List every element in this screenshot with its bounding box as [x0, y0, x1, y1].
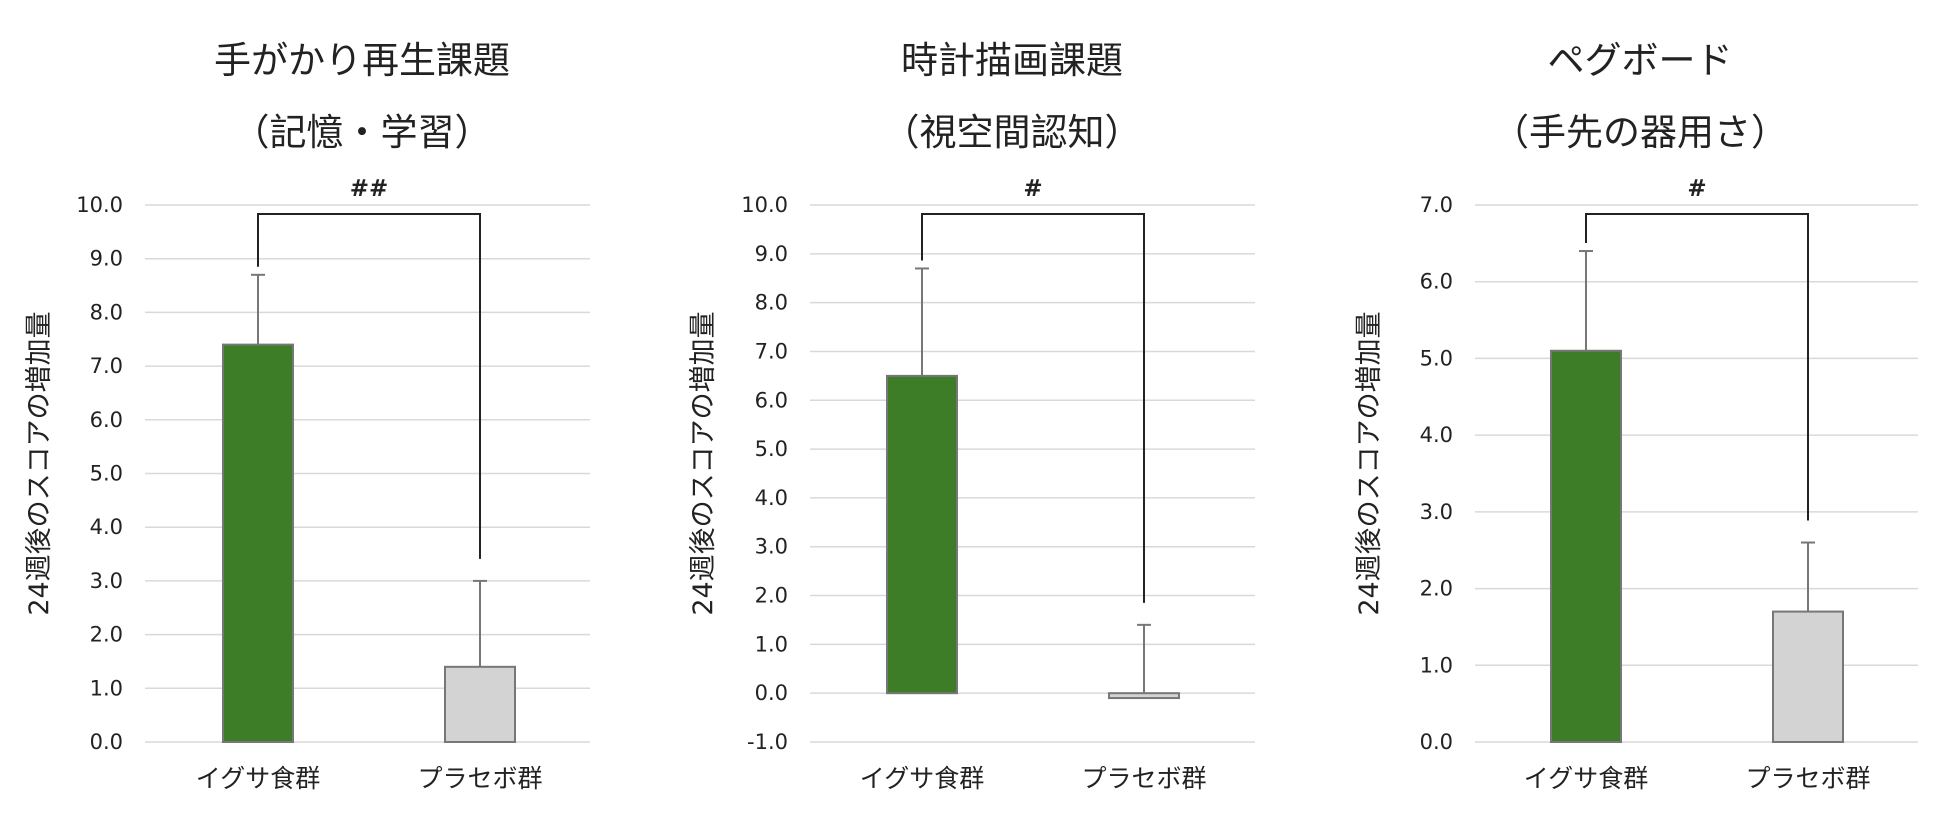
- y-tick-label: 4.0: [755, 486, 788, 510]
- significance-bracket: [1585, 213, 1809, 521]
- chart-title-line-2: （記憶・学習）: [233, 111, 492, 154]
- significance-bracket: [921, 213, 1145, 603]
- significance-bracket: [257, 213, 481, 559]
- y-tick-label: 2.0: [755, 584, 788, 608]
- y-tick-label: 3.0: [90, 569, 123, 593]
- y-tick-label: 6.0: [755, 388, 788, 412]
- y-axis-label: 24週後のスコアの増加量: [688, 311, 719, 615]
- y-tick-label: 4.0: [1420, 423, 1453, 447]
- chart-panel-3: ペグボード （手先の器用さ） 24週後のスコアの増加量 0.0 1.0 2.0 3.0 4.0…: [1354, 39, 1918, 793]
- y-tick-label: 5.0: [755, 437, 788, 461]
- x-category-label: プラセボ群: [1745, 764, 1870, 793]
- y-tick-label: 10.0: [741, 193, 788, 217]
- chart-title-line-2: （視空間認知）: [883, 111, 1142, 154]
- bar-treatment: [1550, 349, 1622, 743]
- y-axis-label: 24週後のスコアの増加量: [1354, 311, 1385, 615]
- y-tick-label: 2.0: [90, 623, 123, 647]
- y-tick-label: 8.0: [90, 300, 123, 324]
- bar-placebo: [444, 665, 516, 744]
- bar-treatment: [222, 343, 294, 743]
- bar-treatment: [886, 374, 958, 695]
- y-tick-label: 9.0: [90, 247, 123, 271]
- significance-marker: ##: [350, 176, 389, 202]
- y-tick-label: 0.0: [90, 730, 123, 754]
- chart-title-line-1: 時計描画課題: [901, 39, 1123, 82]
- y-tick-label: 3.0: [755, 535, 788, 559]
- y-tick-label: 5.0: [1420, 346, 1453, 370]
- bar-placebo: [1108, 692, 1180, 700]
- significance-marker: #: [1023, 176, 1042, 202]
- x-category-label: プラセボ群: [1081, 764, 1206, 793]
- y-tick-label: -1.0: [747, 730, 788, 754]
- y-tick-label: 0.0: [755, 681, 788, 705]
- y-tick-label: 6.0: [90, 408, 123, 432]
- significance-marker: #: [1687, 176, 1706, 202]
- x-category-label: イグサ食群: [1524, 764, 1649, 793]
- bar-placebo: [1772, 610, 1844, 743]
- y-tick-label: 1.0: [755, 632, 788, 656]
- y-tick-label: 4.0: [90, 515, 123, 539]
- y-tick-label: 0.0: [1420, 730, 1453, 754]
- y-tick-label: 8.0: [755, 291, 788, 315]
- chart-title-line-1: ペグボード: [1548, 39, 1733, 82]
- y-tick-label: 9.0: [755, 242, 788, 266]
- y-tick-label: 1.0: [90, 676, 123, 700]
- chart-panel-1: 手がかり再生課題 （記憶・学習） 24週後のスコアの増加量 0.0 1.0 2.0 3.0 4…: [24, 39, 590, 793]
- x-category-label: プラセボ群: [417, 764, 542, 793]
- y-axis-label: 24週後のスコアの増加量: [24, 311, 55, 615]
- y-tick-label: 2.0: [1420, 577, 1453, 601]
- x-category-label: イグサ食群: [860, 764, 985, 793]
- y-tick-label: 7.0: [90, 354, 123, 378]
- chart-panel-2: 時計描画課題 （視空間認知） 24週後のスコアの増加量 -1.0 0.0 1.0 2.0 3.…: [688, 39, 1255, 793]
- y-tick-label: 3.0: [1420, 500, 1453, 524]
- y-tick-label: 10.0: [76, 193, 123, 217]
- x-category-label: イグサ食群: [196, 764, 321, 793]
- chart-title-line-2: （手先の器用さ）: [1492, 111, 1788, 154]
- y-tick-label: 7.0: [755, 339, 788, 363]
- y-tick-label: 7.0: [1420, 193, 1453, 217]
- y-tick-label: 5.0: [90, 462, 123, 486]
- y-tick-label: 1.0: [1420, 653, 1453, 677]
- y-tick-label: 6.0: [1420, 270, 1453, 294]
- chart-title-line-1: 手がかり再生課題: [214, 39, 510, 82]
